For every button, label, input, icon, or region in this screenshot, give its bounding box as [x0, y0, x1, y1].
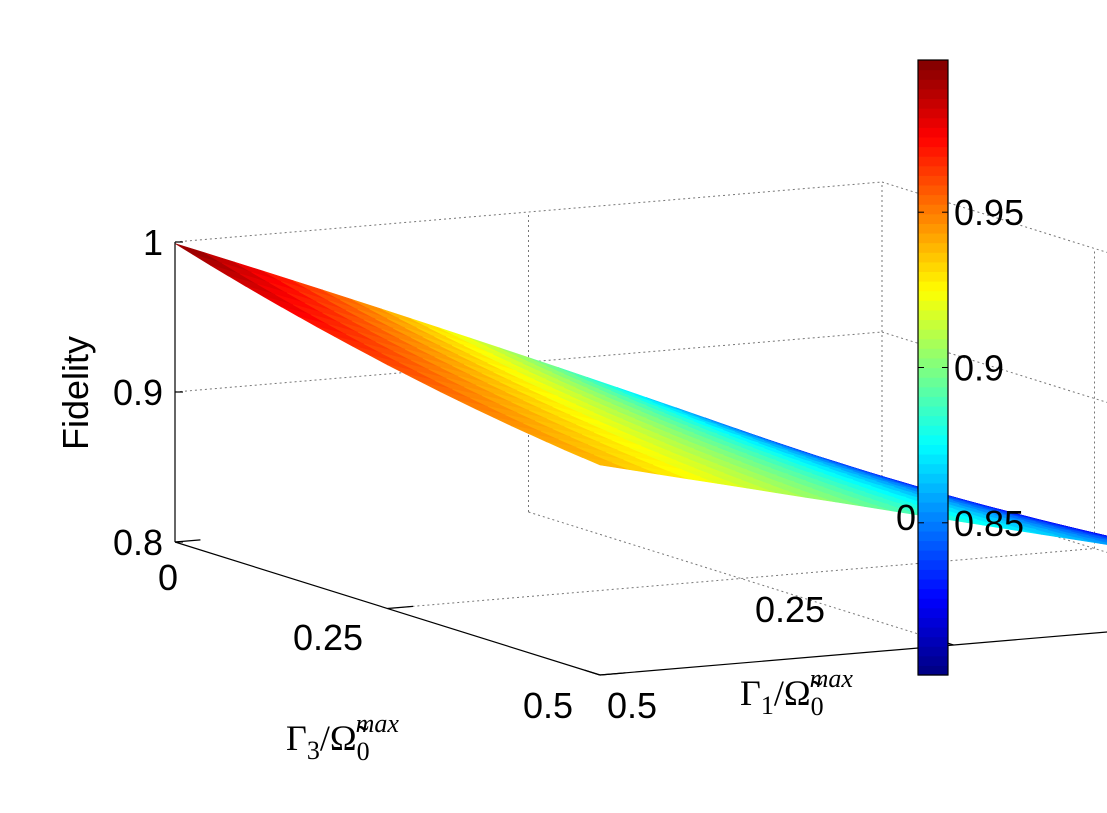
colorbar-segment [918, 98, 948, 109]
grid-line-z [174, 331, 883, 393]
y-tick-label: 0 [896, 497, 916, 538]
colorbar-segment [918, 232, 948, 244]
colorbar-segment [918, 329, 948, 340]
surface-cell [174, 243, 223, 264]
y-tick-label: 0.5 [607, 685, 657, 726]
colorbar-segment [918, 290, 948, 301]
colorbar-segment [918, 405, 948, 417]
colorbar-segment [918, 261, 948, 273]
colorbar-segment [918, 175, 948, 186]
colorbar-segment [918, 309, 948, 321]
colorbar-segment [918, 396, 948, 407]
colorbar-segment [918, 559, 948, 570]
colorbar-segment [918, 588, 948, 599]
colorbar-segment [918, 300, 948, 311]
colorbar-segment [918, 665, 948, 676]
colorbar-segment [918, 463, 948, 474]
grid-line-z [174, 181, 883, 243]
colorbar-segment [918, 88, 948, 100]
x-tick-mark [174, 539, 201, 543]
grid-line-floor [387, 548, 1095, 609]
z-tick-label: 0.9 [113, 372, 163, 413]
colorbar-segment [918, 136, 948, 148]
y-tick-label: 0.25 [755, 589, 825, 630]
colorbar-segment [918, 607, 948, 618]
surface-cell [1083, 538, 1107, 545]
colorbar-segment [918, 156, 948, 167]
z-tick-label: 1 [143, 222, 163, 263]
colorbar-segment [918, 69, 948, 80]
colorbar-segment [918, 598, 948, 609]
colorbar-segment [918, 550, 948, 561]
colorbar-segment [918, 60, 948, 71]
colorbar-segment [918, 386, 948, 397]
z-axis-label: Fidelity [55, 336, 96, 450]
grid-line-floor [528, 511, 954, 646]
colorbar: 0.85 0.9 0.95 [917, 59, 1024, 676]
colorbar-tick-label: 0.85 [954, 503, 1024, 544]
colorbar-segment [918, 223, 948, 234]
colorbar-segment [918, 377, 948, 388]
colorbar-segment [918, 146, 948, 157]
colorbar-segment [918, 357, 948, 369]
surface-layer [174, 243, 1107, 545]
colorbar-segment [918, 492, 948, 503]
colorbar-segment [918, 319, 948, 330]
surface-cell [1077, 534, 1107, 542]
surface-cell [1065, 534, 1107, 544]
colorbar-segment [918, 242, 948, 253]
colorbar-segment [918, 646, 948, 657]
colorbar-segment [918, 578, 948, 590]
colorbar-segment [918, 444, 948, 455]
colorbar-segment [918, 425, 948, 436]
z-tick-label: 0.8 [113, 522, 163, 563]
x-tick-label: 0.25 [293, 617, 363, 658]
colorbar-segment [918, 204, 948, 215]
colorbar-segment [918, 194, 948, 205]
labels-layer: 0.8 0.9 1 0 0.25 0.5 0 0.25 0.5 Fidelity Γ3/Ω̃0max… [55, 222, 916, 766]
colorbar-segment [918, 79, 948, 90]
colorbar-segment [918, 108, 948, 119]
x-tick-label: 0 [158, 557, 178, 598]
colorbar-segment [918, 569, 948, 580]
colorbar-segment [918, 617, 948, 628]
colorbar-segment [918, 117, 948, 128]
colorbar-segment [918, 473, 948, 484]
x-tick-mark [599, 672, 626, 676]
colorbar-segment [918, 367, 948, 378]
colorbar-segment [918, 165, 948, 176]
y-axis-line [599, 631, 1107, 676]
colorbar-segment [918, 213, 948, 224]
surface-cell [1100, 536, 1107, 539]
colorbar-segment [918, 511, 948, 522]
colorbar-segment [918, 271, 948, 282]
colorbar-segment [918, 127, 948, 138]
colorbar-segment [918, 636, 948, 647]
surface-cell [1088, 535, 1107, 541]
colorbar-segment [918, 530, 948, 542]
colorbar-segment [918, 521, 948, 532]
colorbar-segment [918, 453, 948, 465]
colorbar-segment [918, 348, 948, 359]
colorbar-segment [918, 655, 948, 666]
colorbar-segment [918, 184, 948, 196]
y-tick-mark [584, 669, 601, 676]
x-tick-label: 0.5 [523, 685, 573, 726]
x-axis-label: Γ3/Ω̃0max [286, 709, 399, 766]
colorbar-segment [918, 482, 948, 494]
colorbar-segment [918, 338, 948, 349]
colorbar-segment [918, 502, 948, 513]
colorbar-segment [918, 434, 948, 445]
x-tick-mark [387, 605, 414, 610]
colorbar-segment [918, 626, 948, 638]
colorbar-tick-label: 0.95 [954, 192, 1024, 233]
colorbar-segment [918, 540, 948, 551]
colorbar-segment [918, 252, 948, 263]
y-axis-label: Γ1/Ω̃0max [740, 664, 853, 721]
colorbar-tick-label: 0.9 [954, 348, 1004, 389]
colorbar-segment [918, 281, 948, 292]
colorbar-segment [918, 415, 948, 426]
